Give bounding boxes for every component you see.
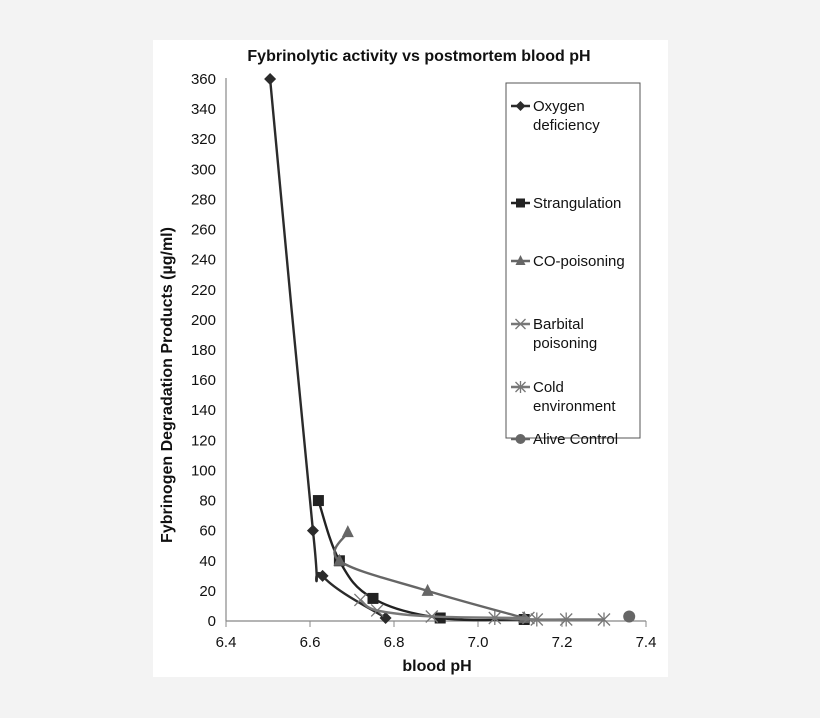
series-barbital-poisoning bbox=[353, 593, 535, 625]
x-axis-label: blood pH bbox=[402, 658, 471, 675]
x-marker bbox=[353, 593, 367, 607]
y-tick-label: 260 bbox=[191, 222, 216, 239]
asterisk-marker bbox=[515, 381, 526, 393]
chart-panel: Fybrinolytic activity vs postmortem bloo… bbox=[153, 40, 668, 677]
diamond-marker bbox=[515, 101, 526, 111]
y-tick-label: 200 bbox=[191, 312, 216, 329]
circle-marker bbox=[623, 610, 636, 623]
series-line bbox=[317, 500, 525, 622]
legend-label: deficiency bbox=[533, 117, 600, 134]
asterisk-marker bbox=[488, 610, 502, 625]
legend-label: poisoning bbox=[533, 335, 597, 352]
x-tick-label: 6.4 bbox=[216, 634, 237, 651]
legend-item: Alive Control bbox=[511, 431, 618, 448]
legend-label: Cold bbox=[533, 379, 564, 396]
x-tick-label: 7.0 bbox=[468, 634, 489, 651]
y-tick-label: 80 bbox=[199, 493, 216, 510]
legend-label: Alive Control bbox=[533, 431, 618, 448]
legend-item: Strangulation bbox=[511, 195, 621, 212]
series-line bbox=[268, 78, 387, 619]
y-tick-label: 180 bbox=[191, 342, 216, 359]
y-tick-label: 100 bbox=[191, 462, 216, 479]
x-marker bbox=[515, 318, 526, 330]
diamond-marker bbox=[306, 524, 319, 537]
y-tick-label: 240 bbox=[191, 252, 216, 269]
x-marker bbox=[521, 611, 535, 625]
plot-area bbox=[264, 73, 636, 627]
triangle-marker bbox=[421, 583, 434, 596]
legend-item: Barbital poisoning bbox=[511, 316, 597, 352]
y-tick-label: 220 bbox=[191, 282, 216, 299]
x-axis-ticks: 6.4 6.6 6.8 7.0 7.2 7.4 bbox=[216, 621, 657, 651]
diamond-marker bbox=[316, 569, 329, 582]
asterisk-marker bbox=[597, 612, 611, 627]
x-marker bbox=[425, 610, 439, 623]
y-axis-ticks: 0 20 40 60 80 100 120 140 160 180 200 220 240 260 280 3… bbox=[191, 71, 216, 630]
series-cold-environment bbox=[488, 610, 611, 627]
y-tick-label: 320 bbox=[191, 131, 216, 148]
legend-label: CO-poisoning bbox=[533, 253, 625, 270]
y-tick-label: 20 bbox=[199, 583, 216, 600]
chart: Fybrinolytic activity vs postmortem bloo… bbox=[159, 48, 657, 675]
y-tick-label: 280 bbox=[191, 191, 216, 208]
diamond-marker bbox=[264, 73, 277, 85]
y-tick-label: 160 bbox=[191, 372, 216, 389]
legend: Oxygen deficiency Strangulation CO-poisonin… bbox=[505, 82, 641, 448]
asterisk-marker bbox=[559, 612, 573, 627]
y-tick-label: 300 bbox=[191, 161, 216, 178]
legend-label: Barbital bbox=[533, 316, 584, 333]
x-tick-label: 7.4 bbox=[636, 634, 657, 651]
y-tick-label: 140 bbox=[191, 402, 216, 419]
y-tick-label: 40 bbox=[199, 553, 216, 570]
series-line bbox=[333, 531, 525, 620]
y-axis-label: Fybrinogen Degradation Products (µg/ml) bbox=[159, 227, 176, 543]
chart-title: Fybrinolytic activity vs postmortem bloo… bbox=[247, 48, 590, 65]
y-tick-label: 360 bbox=[191, 71, 216, 88]
legend-item: Oxygen deficiency bbox=[511, 98, 600, 134]
series-strangulation bbox=[312, 495, 530, 625]
y-tick-label: 120 bbox=[191, 432, 216, 449]
triangle-marker bbox=[333, 553, 346, 566]
series-alive-control bbox=[623, 610, 636, 623]
triangle-marker bbox=[515, 255, 526, 265]
legend-item: Cold environment bbox=[511, 379, 616, 415]
square-marker bbox=[367, 592, 379, 604]
circle-marker bbox=[515, 434, 526, 444]
asterisk-marker bbox=[530, 612, 544, 627]
x-marker bbox=[370, 604, 384, 617]
legend-label: Strangulation bbox=[533, 195, 621, 212]
y-tick-label: 60 bbox=[199, 523, 216, 540]
x-tick-label: 6.8 bbox=[384, 634, 405, 651]
y-tick-label: 0 bbox=[208, 613, 216, 630]
x-tick-label: 6.6 bbox=[300, 634, 321, 651]
series-co-poisoning bbox=[333, 525, 531, 623]
y-tick-label: 340 bbox=[191, 101, 216, 118]
series-line bbox=[494, 616, 604, 621]
legend-label: Oxygen bbox=[533, 98, 585, 115]
legend-item: CO-poisoning bbox=[511, 253, 625, 270]
triangle-marker bbox=[341, 525, 354, 538]
square-marker bbox=[516, 198, 525, 208]
x-tick-label: 7.2 bbox=[552, 634, 573, 651]
legend-label: environment bbox=[533, 398, 616, 415]
square-marker bbox=[312, 495, 324, 507]
series-oxygen-deficiency bbox=[264, 73, 392, 624]
